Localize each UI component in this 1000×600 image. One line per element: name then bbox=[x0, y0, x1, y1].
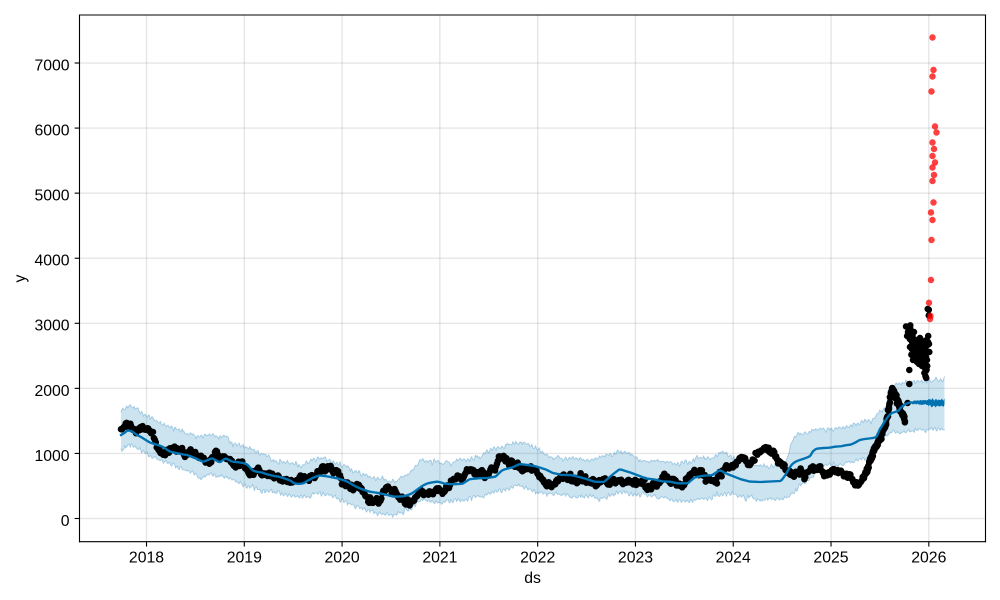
svg-text:4000: 4000 bbox=[34, 253, 69, 270]
svg-text:y: y bbox=[12, 275, 29, 283]
svg-text:2024: 2024 bbox=[716, 550, 751, 567]
svg-text:6000: 6000 bbox=[34, 123, 69, 140]
svg-text:2000: 2000 bbox=[34, 383, 69, 400]
svg-text:2023: 2023 bbox=[618, 550, 653, 567]
svg-text:ds: ds bbox=[524, 570, 541, 587]
svg-text:7000: 7000 bbox=[34, 57, 69, 74]
svg-text:5000: 5000 bbox=[34, 188, 69, 205]
svg-text:2021: 2021 bbox=[422, 550, 457, 567]
svg-text:2026: 2026 bbox=[911, 550, 946, 567]
svg-text:2020: 2020 bbox=[325, 550, 360, 567]
svg-text:2025: 2025 bbox=[813, 550, 848, 567]
svg-text:2018: 2018 bbox=[129, 550, 164, 567]
svg-text:3000: 3000 bbox=[34, 318, 69, 335]
svg-text:2022: 2022 bbox=[520, 550, 555, 567]
svg-text:1000: 1000 bbox=[34, 448, 69, 465]
svg-text:0: 0 bbox=[61, 513, 70, 530]
svg-text:2019: 2019 bbox=[227, 550, 262, 567]
